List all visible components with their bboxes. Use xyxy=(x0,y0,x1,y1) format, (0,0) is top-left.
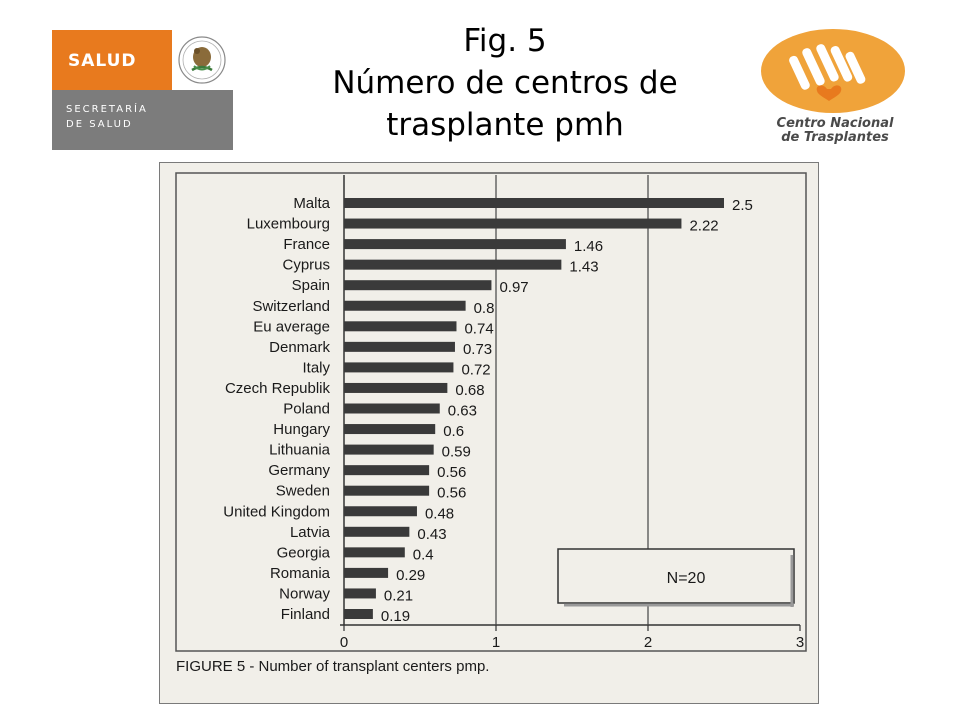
value-label: 0.43 xyxy=(417,526,446,543)
chart-value-labels: 2.5 2.22 1.46 1.43 0.970.8 0.74 0.73 0.72 0.68 0.… xyxy=(381,197,753,625)
bar-spain xyxy=(344,280,492,291)
bar-germany xyxy=(344,465,430,476)
value-label: 0.97 xyxy=(499,279,528,296)
category-label: Romania xyxy=(270,565,331,582)
value-label: 0.73 xyxy=(463,341,492,358)
bar-luxembourg xyxy=(344,218,682,229)
value-label: 1.46 xyxy=(574,238,603,255)
value-label: 0.8 xyxy=(474,300,495,317)
value-label: 2.5 xyxy=(732,197,753,214)
category-label: Luxembourg xyxy=(247,216,330,233)
value-label: 0.29 xyxy=(396,567,425,584)
cnt-name-line1: Centro Nacional xyxy=(776,116,894,131)
scanned-figure: Malta Luxembourg France Cyprus Spain Switzerl… xyxy=(159,162,819,704)
x-tick-label: 1 xyxy=(492,634,500,651)
chart-frame xyxy=(175,172,807,652)
bar-romania xyxy=(344,567,389,578)
annotation-box-frame xyxy=(557,548,795,604)
bar-georgia xyxy=(344,547,405,558)
figure-caption: FIGURE 5 - Number of transplant centers … xyxy=(176,658,490,675)
category-label: Switzerland xyxy=(252,298,330,315)
value-label: 2.22 xyxy=(689,218,718,235)
category-label: Sweden xyxy=(276,483,330,500)
value-label: 0.74 xyxy=(464,320,493,337)
bar-norway xyxy=(344,588,376,599)
chart-category-labels: Malta Luxembourg France Cyprus Spain Switzerl… xyxy=(223,195,330,623)
category-label: Malta xyxy=(293,195,330,212)
category-label: Finland xyxy=(281,606,330,623)
salud-brand-block: SALUD xyxy=(52,30,172,90)
bar-sweden xyxy=(344,485,430,496)
salud-sub-line1: SECRETARÍA xyxy=(66,104,148,115)
value-label: 0.21 xyxy=(384,587,413,604)
value-label: 0.4 xyxy=(413,546,434,563)
value-label: 0.59 xyxy=(442,444,471,461)
category-label: United Kingdom xyxy=(223,503,330,520)
category-label: Poland xyxy=(283,401,330,418)
category-label: Czech Republik xyxy=(225,380,331,397)
bar-chart: Malta Luxembourg France Cyprus Spain Switzerl… xyxy=(175,172,807,652)
value-label: 0.63 xyxy=(448,403,477,420)
category-label: Norway xyxy=(279,585,330,602)
category-label: Eu average xyxy=(253,318,330,335)
bar-latvia xyxy=(344,526,410,537)
chart-bars xyxy=(344,198,724,619)
cnt-name: Centro Nacional de Trasplantes xyxy=(755,117,915,145)
title-line-1: Fig. 5 xyxy=(463,23,547,59)
bar-cyprus xyxy=(344,259,562,270)
salud-brand-text: SALUD xyxy=(68,51,137,71)
value-label: 0.56 xyxy=(437,464,466,481)
value-label: 0.68 xyxy=(455,382,484,399)
title-line-3: trasplante pmh xyxy=(386,107,624,143)
bar-switzerland xyxy=(344,300,466,311)
bar-hungary xyxy=(344,424,436,435)
category-label: France xyxy=(283,236,330,253)
bar-denmark xyxy=(344,341,455,352)
cnt-name-line2: de Trasplantes xyxy=(781,130,889,145)
x-tick-label: 0 xyxy=(340,634,348,651)
cnt-logo: Centro Nacional de Trasplantes xyxy=(755,25,915,153)
category-label: Cyprus xyxy=(282,257,330,274)
chart-x-ticks: 0 1 2 3 xyxy=(340,625,804,651)
salud-logo: SALUD SECRETARÍA DE SALUD xyxy=(52,30,233,150)
value-label: 0.48 xyxy=(425,505,454,522)
cnt-hands-icon xyxy=(761,29,905,113)
value-label: 0.6 xyxy=(443,423,464,440)
category-label: Hungary xyxy=(273,421,330,438)
value-label: 0.19 xyxy=(381,608,410,625)
x-tick-label: 2 xyxy=(644,634,652,651)
bar-malta xyxy=(344,198,724,208)
x-tick-label: 3 xyxy=(796,634,804,651)
annotation-text: N=20 xyxy=(667,570,706,587)
category-label: Germany xyxy=(268,462,330,479)
bar-poland xyxy=(344,403,440,414)
bar-italy xyxy=(344,362,454,373)
slide-title: Fig. 5 Número de centros de trasplante p… xyxy=(290,20,720,146)
bar-france xyxy=(344,239,566,250)
category-label: Georgia xyxy=(277,544,331,561)
mexican-seal-icon xyxy=(172,30,233,90)
category-label: Lithuania xyxy=(269,442,331,459)
value-label: 0.72 xyxy=(461,361,490,378)
title-line-2: Número de centros de xyxy=(332,65,678,101)
value-label: 0.56 xyxy=(437,485,466,502)
category-label: Latvia xyxy=(290,524,331,541)
bar-czech-republik xyxy=(344,382,448,393)
annotation-box: N=20 xyxy=(557,548,795,607)
bar-united-kingdom xyxy=(344,506,417,517)
bar-lithuania xyxy=(344,444,434,455)
value-label: 1.43 xyxy=(569,259,598,276)
salud-sub-line2: DE SALUD xyxy=(66,119,133,130)
category-label: Spain xyxy=(292,277,330,294)
bar-eu-average xyxy=(344,321,457,332)
salud-subtitle: SECRETARÍA DE SALUD xyxy=(66,102,148,132)
category-label: Denmark xyxy=(269,339,330,356)
category-label: Italy xyxy=(302,359,330,376)
bar-finland xyxy=(344,609,373,619)
